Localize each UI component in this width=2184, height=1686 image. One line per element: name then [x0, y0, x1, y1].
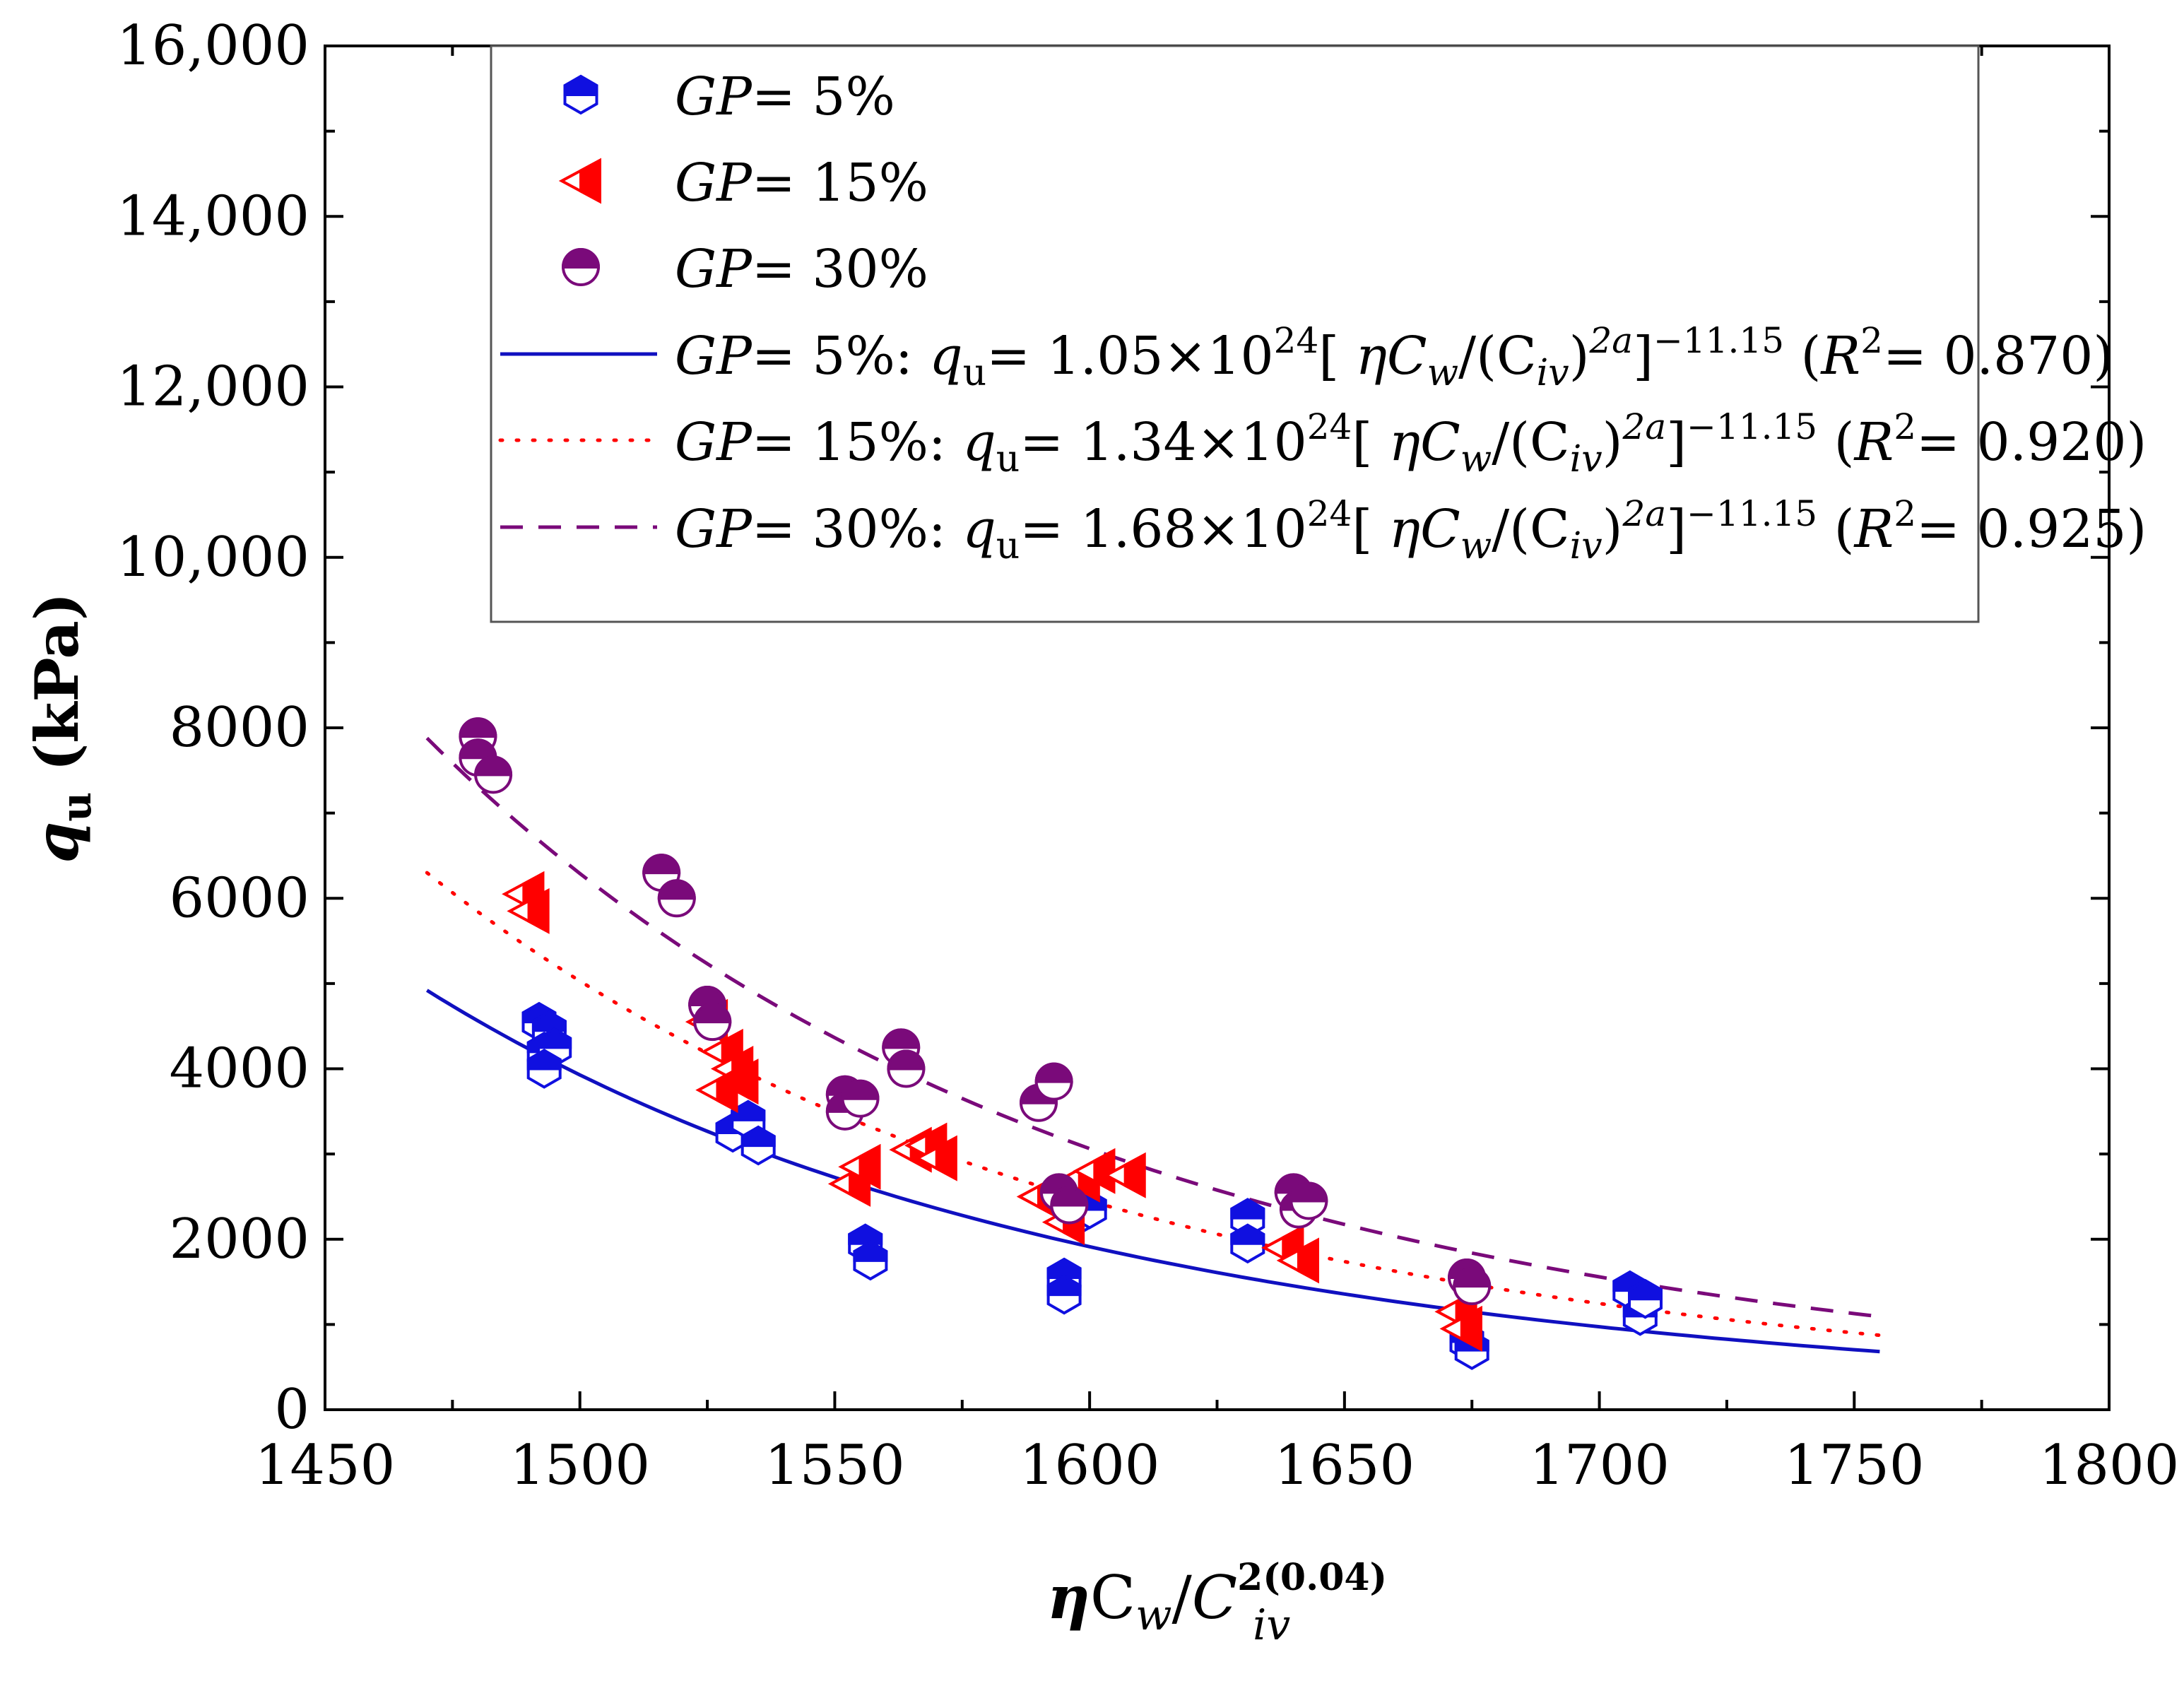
- y-tick-label: 14,000: [117, 184, 309, 248]
- legend-fit-label: GP= 5%: qu= 1.05×1024[ ηCw/(Civ)2a]−11.1…: [675, 320, 2113, 394]
- x-tick-label: 1500: [509, 1434, 650, 1497]
- marker-fill: [1050, 1186, 1089, 1207]
- marker-fill: [887, 1049, 926, 1071]
- data-point: [1046, 1274, 1082, 1315]
- data-point: [657, 879, 696, 918]
- marker-fill: [688, 986, 727, 1007]
- marker-fill: [716, 1067, 738, 1114]
- data-point: [1103, 1152, 1146, 1198]
- marker-fill: [526, 1049, 562, 1071]
- legend-marker: [558, 158, 601, 204]
- marker-fill: [731, 1100, 766, 1121]
- marker-fill: [657, 879, 696, 900]
- x-tick-label: 1750: [1784, 1434, 1925, 1497]
- marker-fill: [1046, 1257, 1082, 1280]
- x-tick-label: 1600: [1020, 1434, 1160, 1497]
- legend-label: GP= 30%: [675, 239, 928, 300]
- marker-fill: [537, 1027, 572, 1049]
- data-point: [914, 1135, 957, 1181]
- x-tick-label: 1550: [765, 1434, 905, 1497]
- data-point: [853, 1240, 888, 1281]
- y-tick-label: 16,000: [117, 14, 309, 78]
- data-point: [1627, 1278, 1663, 1319]
- legend-label: GP= 15%: [675, 153, 928, 213]
- x-tick-label: 1450: [255, 1434, 396, 1497]
- data-markers: [459, 717, 1663, 1370]
- x-tick-label: 1700: [1529, 1434, 1670, 1497]
- marker-fill: [740, 1125, 776, 1148]
- axis-titles: ηCw/C2(0.04) iv qu (kPa): [22, 592, 1387, 1650]
- data-point: [1276, 1237, 1319, 1284]
- marker-fill: [563, 74, 598, 96]
- marker-fill: [459, 717, 497, 738]
- marker-fill: [1230, 1223, 1265, 1245]
- marker-fill: [561, 248, 601, 269]
- data-point: [740, 1125, 776, 1166]
- tick-labels: 1450 1500 1550 1600 1650 1700 1750 1800 0 2000 400…: [117, 14, 2179, 1497]
- data-point: [507, 888, 550, 934]
- marker-fill: [1627, 1278, 1663, 1301]
- marker-fill: [527, 888, 550, 934]
- data-point: [474, 755, 513, 794]
- marker-fill: [474, 755, 513, 777]
- y-tick-label: 0: [274, 1378, 309, 1442]
- marker-fill: [1289, 1181, 1328, 1203]
- marker-fill: [1123, 1152, 1146, 1198]
- marker-fill: [1046, 1274, 1082, 1297]
- data-point: [1050, 1186, 1089, 1225]
- marker-fill: [1297, 1237, 1319, 1284]
- y-axis-title: qu (kPa): [22, 592, 100, 863]
- y-tick-label: 10,000: [117, 526, 309, 589]
- legend-fit-label: GP= 30%: qu= 1.68×1024[ ηCw/(Civ)2a]−11.…: [675, 493, 2147, 567]
- data-point: [887, 1049, 926, 1088]
- data-point: [1439, 1306, 1482, 1352]
- data-point: [1453, 1267, 1492, 1306]
- marker-fill: [693, 1003, 732, 1024]
- marker-fill: [459, 738, 497, 760]
- data-point: [526, 1049, 562, 1089]
- x-tick-label: 1650: [1275, 1434, 1415, 1497]
- y-tick-label: 12,000: [117, 355, 309, 419]
- marker-fill: [841, 1079, 880, 1100]
- marker-fill: [848, 1223, 883, 1245]
- y-tick-label: 4000: [169, 1037, 309, 1101]
- data-point: [1230, 1223, 1265, 1264]
- marker-fill: [531, 1010, 567, 1032]
- legend-marker: [563, 74, 598, 115]
- marker-fill: [1460, 1306, 1482, 1352]
- marker-fill: [642, 854, 681, 875]
- marker-fill: [1453, 1267, 1492, 1288]
- marker-fill: [579, 158, 601, 204]
- data-point: [693, 1003, 732, 1042]
- legend-fit-label: GP= 15%: qu= 1.34×1024[ ηCw/(Civ)2a]−11.…: [675, 406, 2147, 481]
- fit-curve: [425, 736, 1880, 1319]
- legend-marker: [561, 248, 601, 286]
- x-tick-label: 1800: [2039, 1434, 2180, 1497]
- legend: GP= 5% GP= 15% GP= 30% GP= 5%: qu= 1.05×102…: [490, 45, 2147, 623]
- data-point: [841, 1079, 880, 1118]
- y-tick-label: 8000: [169, 696, 309, 760]
- x-axis-title: ηCw/C2(0.04) iv: [1047, 1556, 1387, 1650]
- legend-box: [490, 45, 1980, 623]
- fit-lines: [425, 736, 1882, 1354]
- marker-fill: [858, 1143, 881, 1190]
- marker-fill: [853, 1240, 888, 1262]
- data-point: [1034, 1062, 1073, 1101]
- data-point: [695, 1067, 738, 1114]
- legend-label: GP= 5%: [675, 66, 895, 127]
- data-point: [1289, 1181, 1328, 1220]
- data-point: [1073, 1148, 1116, 1194]
- y-tick-label: 6000: [169, 866, 309, 930]
- marker-fill: [935, 1135, 957, 1181]
- marker-fill: [1230, 1198, 1265, 1220]
- data-point: [1230, 1198, 1265, 1238]
- data-point: [838, 1143, 881, 1190]
- marker-fill: [882, 1028, 921, 1049]
- marker-fill: [1034, 1062, 1073, 1083]
- marker-fill: [1093, 1148, 1116, 1194]
- y-tick-label: 2000: [169, 1208, 309, 1271]
